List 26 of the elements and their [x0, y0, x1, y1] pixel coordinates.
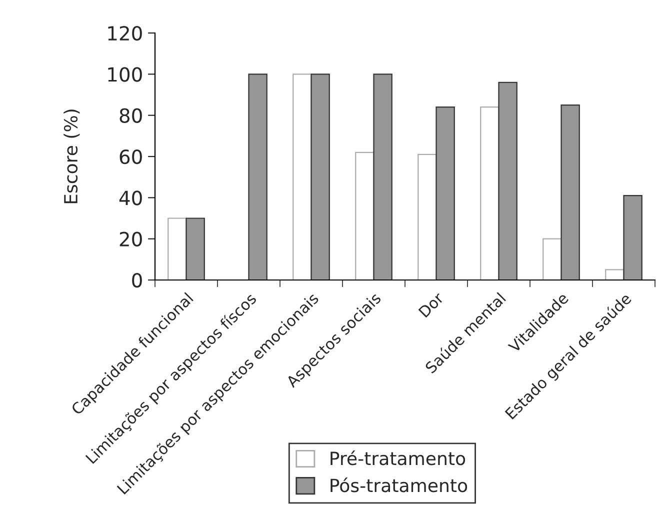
bar [186, 218, 205, 280]
legend-label: Pós-tratamento [330, 478, 468, 492]
bar [560, 104, 580, 280]
y-tick-label: 100 [108, 67, 142, 82]
bar [436, 106, 455, 280]
bar [310, 74, 330, 280]
x-tick-label: Dor [418, 291, 445, 318]
y-axis-title: Escore (%) [64, 110, 80, 204]
y-tick-label: 60 [120, 149, 142, 164]
bar [623, 195, 642, 280]
y-tick-label: 20 [120, 232, 142, 246]
bar [355, 152, 374, 280]
bar [292, 74, 312, 280]
y-tick-label: 80 [120, 108, 142, 123]
y-tick-label: 0 [132, 272, 142, 288]
legend-label: Pré-tratamento [330, 450, 466, 466]
bar [373, 74, 392, 280]
bar [498, 82, 518, 280]
bar [248, 74, 268, 280]
bar [605, 269, 624, 280]
bar [418, 154, 437, 280]
bar [168, 218, 187, 280]
bar [542, 238, 562, 280]
bar [480, 106, 500, 280]
y-tick-label: 120 [108, 26, 142, 41]
y-tick-label: 40 [119, 190, 142, 206]
